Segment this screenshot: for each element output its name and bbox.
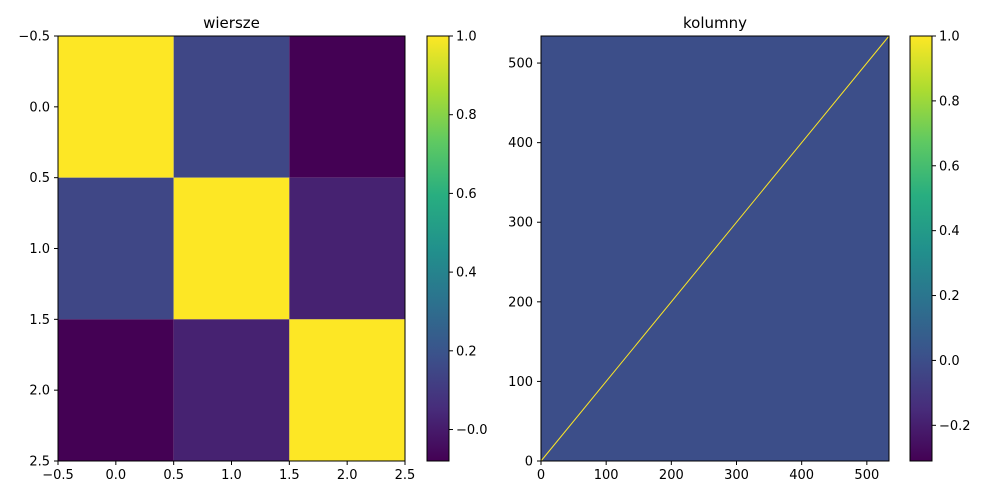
- heatmap-cell-r2-c0: [58, 319, 174, 461]
- x-tick-label: 300: [724, 468, 749, 483]
- y-tick-label: 0.0: [29, 100, 50, 115]
- x-tick-label: 0.0: [105, 468, 126, 483]
- y-tick-label: 2.0: [29, 384, 50, 399]
- colorbar-tick-label: 0.4: [939, 224, 960, 239]
- heatmap-cell-r1-c1: [173, 177, 290, 320]
- y-tick-label: 2.5: [29, 455, 50, 470]
- x-tick-label: 1.5: [279, 468, 300, 483]
- x-tick-label: 200: [659, 468, 684, 483]
- y-tick-label: 1.0: [29, 242, 50, 257]
- heatmap-cell-r1-c2: [289, 177, 405, 320]
- heatmap-panel-wiersze: wiersze−0.5 0.0 0.5 1.0 1.5 2.0 2.5−0.50.00.51…: [18, 14, 487, 483]
- x-tick-label: 400: [789, 468, 814, 483]
- colorbar-frame: [909, 35, 933, 462]
- heatmap-cell-r0-c1: [173, 36, 290, 178]
- colorbar-tick-label: 0.6: [456, 187, 477, 202]
- colorbar-tick-label: 0.8: [456, 108, 477, 123]
- colorbar-tick-label: 0.4: [456, 266, 477, 281]
- heatmap-cell-r2-c1: [173, 319, 290, 461]
- y-tick-label: 400: [508, 136, 533, 151]
- chart-title: wiersze: [203, 14, 260, 32]
- x-tick-label: 100: [594, 468, 619, 483]
- colorbar-tick-label: 0.2: [456, 344, 477, 359]
- y-tick-label: 1.5: [29, 313, 50, 328]
- colorbar: [910, 36, 932, 461]
- x-tick-label: 0: [537, 468, 545, 483]
- x-tick-label: 2.5: [395, 468, 416, 483]
- colorbar-tick-label: −0.0: [456, 423, 488, 438]
- colorbar-tick-label: 0.2: [939, 289, 960, 304]
- colorbar-tick-label: 1.0: [456, 30, 477, 45]
- y-tick-label: 300: [508, 216, 533, 231]
- colorbar-frame: [426, 35, 450, 462]
- colorbar-tick-label: 0.8: [939, 94, 960, 109]
- heatmap-cell-r1-c0: [58, 177, 174, 320]
- y-tick-label: 500: [508, 57, 533, 72]
- x-tick-label: 500: [854, 468, 879, 483]
- colorbar-tick-label: 1.0: [939, 30, 960, 45]
- x-tick-label: 2.0: [337, 468, 358, 483]
- heatmap-panel-kolumny: kolumny 0 100 200 300 400 500 0 100 200 300 400 500 −…: [508, 14, 970, 483]
- heatmap-cell-r2-c2: [289, 319, 405, 461]
- colorbar-tick-label: 0.0: [939, 354, 960, 369]
- x-tick-label: −0.5: [42, 468, 74, 483]
- chart-title: kolumny: [683, 14, 747, 32]
- y-tick-label: 0.5: [29, 171, 50, 186]
- heatmap-cell-r0-c2: [289, 36, 405, 178]
- colorbar-tick-label: −0.2: [939, 419, 971, 434]
- plot-frame: [540, 35, 890, 462]
- y-tick-label: 200: [508, 295, 533, 310]
- heatmap-diagonal-line: [540, 35, 890, 462]
- x-tick-label: 1.0: [221, 468, 242, 483]
- x-tick-label: 0.5: [163, 468, 184, 483]
- colorbar-tick-label: 0.6: [939, 159, 960, 174]
- colorbar: [427, 36, 449, 461]
- y-tick-label: −0.5: [18, 30, 50, 45]
- y-tick-label: 100: [508, 375, 533, 390]
- y-tick-label: 0: [525, 455, 533, 470]
- heatmap-cell-r0-c0: [58, 36, 174, 178]
